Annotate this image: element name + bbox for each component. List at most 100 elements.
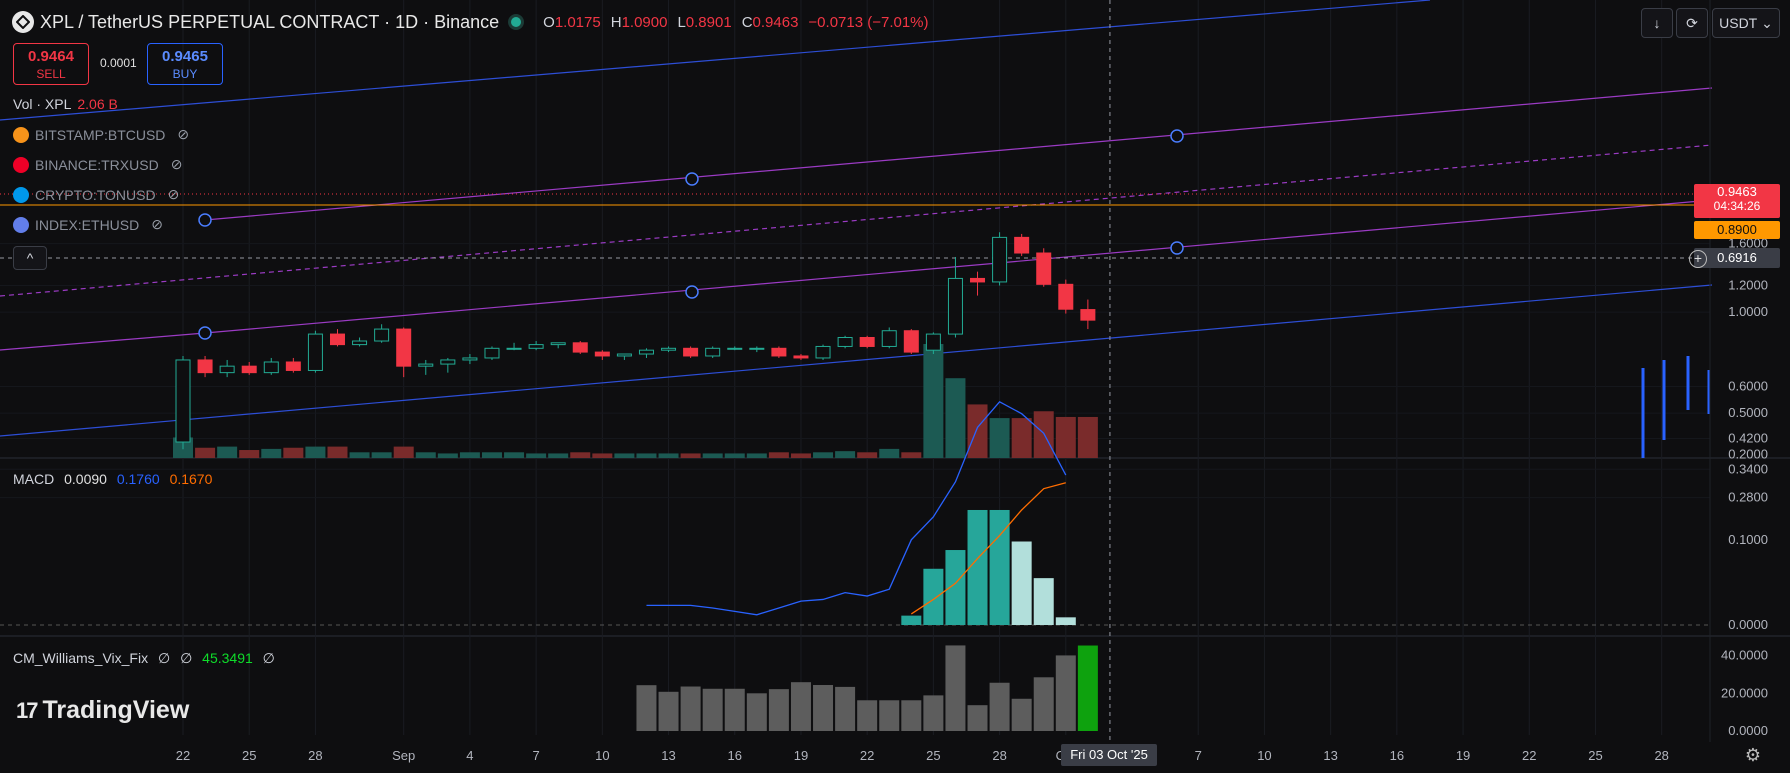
time-tick-label: 28 (992, 748, 1006, 763)
trend-channel-drawings[interactable] (0, 0, 1713, 458)
channel-lower-line (204, 199, 1713, 334)
sell-label: SELL (36, 67, 66, 81)
spread-value: 0.0001 (100, 56, 137, 70)
vix-tick-label: 40.0000 (1721, 648, 1768, 663)
volume-bar (437, 453, 458, 458)
macd-histogram-bar (989, 509, 1010, 625)
volume-bar (790, 453, 811, 458)
tradingview-logo[interactable]: 17 TradingView (16, 696, 190, 724)
macd-line (646, 400, 1067, 616)
macd-signal-line (910, 482, 1066, 615)
ethereum-icon (13, 216, 29, 233)
macd-line-value: 0.1760 (116, 471, 160, 487)
currency-select[interactable]: USDT ⌄ (1712, 8, 1780, 38)
candle-body (837, 337, 853, 347)
macd-histogram-bar (1033, 578, 1054, 625)
time-tick-label: 7 (1195, 748, 1202, 763)
volume-bar (349, 452, 370, 458)
macd-tick-label: 0.1000 (1728, 532, 1768, 547)
volume-bar (283, 447, 304, 458)
sell-button[interactable]: 0.9464 SELL (13, 43, 89, 85)
macd-signal-value: 0.1670 (169, 471, 213, 487)
time-tick-label: 16 (1390, 748, 1404, 763)
macd-histogram-bar (967, 509, 988, 625)
change-value: −0.0713 (−7.01%) (808, 13, 929, 31)
compare-symbol-tonusd[interactable]: CRYPTO:TONUSD ⊘ (13, 186, 179, 203)
add-alert-plus-icon[interactable]: + (1689, 250, 1707, 268)
settings-gear-icon[interactable]: ⚙ (1744, 745, 1762, 765)
hidden-eye-icon[interactable]: ⊘ (167, 186, 180, 202)
xpl-logo-icon (12, 11, 34, 33)
market-status-icon[interactable] (511, 17, 522, 27)
candle-body (903, 330, 919, 353)
candle-body (352, 340, 368, 346)
candle-body (616, 353, 632, 357)
volume-bar (459, 452, 480, 458)
time-tick-label: 25 (926, 748, 940, 763)
price-tick-label: 0.6000 (1728, 379, 1768, 394)
time-tick-label: 25 (1588, 748, 1602, 763)
volume-bar (945, 378, 966, 458)
candle-body (396, 328, 412, 367)
buy-price: 0.9465 (162, 48, 208, 65)
time-tick-label: Sep (392, 748, 415, 763)
vix-tick-label: 0.0000 (1728, 723, 1768, 738)
anchor-handle (1170, 129, 1184, 143)
candle-body (329, 333, 345, 346)
candle-body (683, 347, 699, 357)
time-tick-label: 22 (176, 748, 190, 763)
candle-body (241, 365, 257, 374)
volume-bar (702, 453, 723, 458)
vix-tick-label: 20.0000 (1721, 685, 1768, 700)
candle-body (219, 365, 235, 374)
vix-pane (636, 645, 1098, 731)
vix-bar (1033, 677, 1054, 731)
tradingview-mark-icon: 17 (16, 697, 39, 723)
buy-button[interactable]: 0.9465 BUY (147, 43, 223, 85)
vix-bar (746, 693, 767, 731)
time-tick-label: 19 (1456, 748, 1470, 763)
hidden-eye-icon[interactable]: ⊘ (151, 216, 163, 232)
macd-hist-value: 0.0090 (64, 471, 107, 487)
price-tick-label: 0.4200 (1728, 430, 1768, 445)
candle-body (925, 333, 941, 351)
refresh-button[interactable]: ⟳ (1676, 8, 1708, 38)
collapse-legend-button[interactable]: ^ (13, 246, 47, 270)
symbol-header: XPL / TetherUS PERPETUAL CONTRACT · 1D ·… (12, 9, 929, 35)
hidden-eye-icon[interactable]: ⊘ (170, 156, 183, 172)
vix-bar (1077, 645, 1098, 731)
candle-body (749, 347, 765, 350)
vix-legend[interactable]: CM_Williams_Vix_Fix ∅ ∅ 45.3491 ∅ (13, 650, 275, 666)
vix-bar (967, 705, 988, 731)
hidden-eye-icon[interactable]: ⊘ (177, 126, 190, 142)
volume-bar (592, 453, 613, 458)
compare-symbol-trxusd[interactable]: BINANCE:TRXUSD ⊘ (13, 156, 182, 173)
compare-symbol-ethusd[interactable]: INDEX:ETHUSD ⊘ (13, 216, 163, 233)
anchor-handle (685, 172, 699, 186)
bitcoin-icon (13, 126, 29, 143)
macd-legend[interactable]: MACD 0.0090 0.1760 0.1670 (13, 471, 213, 487)
time-tick-label: 25 (242, 748, 256, 763)
candle-body (793, 355, 809, 359)
download-button[interactable]: ↓ (1641, 8, 1673, 38)
candle-body (418, 363, 434, 367)
low-value: 0.8901 (685, 13, 732, 31)
last-price-badge: 0.9463 04:34:26 (1694, 184, 1780, 218)
compare-symbol-btcusd[interactable]: BITSTAMP:BTCUSD ⊘ (13, 126, 189, 143)
tron-icon (13, 156, 29, 173)
volume-legend[interactable]: Vol · XPL 2.06 B (13, 96, 118, 112)
vix-bar (879, 700, 900, 731)
candle-body (859, 337, 875, 347)
time-tick-label: 22 (860, 748, 874, 763)
candle-body (1036, 252, 1052, 285)
high-value: 1.0900 (621, 13, 668, 31)
symbol-title[interactable]: XPL / TetherUS PERPETUAL CONTRACT · 1D ·… (40, 11, 500, 32)
volume-bar (526, 453, 547, 458)
volume-bar (327, 446, 348, 458)
volume-value: 2.06 B (77, 96, 118, 112)
macd-histogram-bar (945, 550, 966, 625)
candle-body (506, 347, 522, 350)
volume-bar (967, 404, 988, 458)
anchor-handle (1170, 241, 1184, 255)
